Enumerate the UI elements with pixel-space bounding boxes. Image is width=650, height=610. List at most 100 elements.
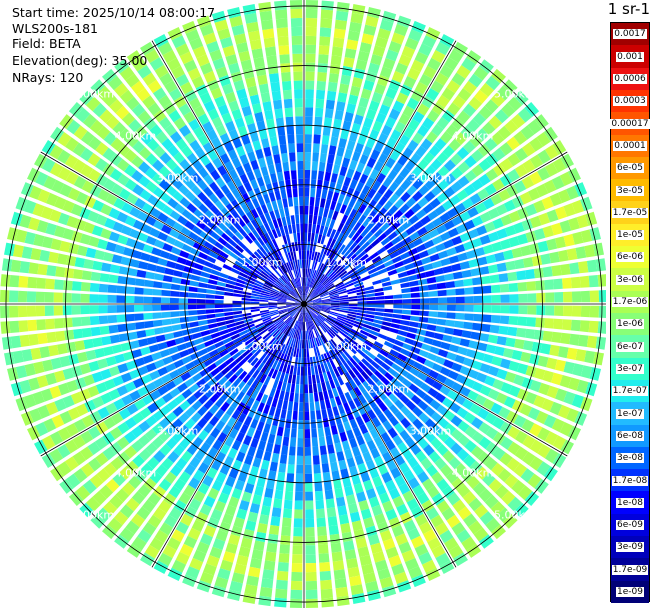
range-gate-cell [184, 220, 195, 231]
range-gate-cell [247, 190, 257, 201]
range-gate-cell [344, 206, 353, 217]
range-gate-cell [310, 310, 318, 317]
range-gate-cell [579, 320, 590, 333]
range-gate-cell [468, 96, 483, 111]
range-gate-cell [385, 508, 398, 521]
range-gate-cell [394, 225, 405, 236]
range-gate-cell [322, 265, 329, 274]
range-gate-cell [169, 369, 180, 380]
range-gate-cell [227, 589, 241, 601]
range-gate-cell [445, 471, 459, 484]
range-gate-cell [412, 237, 424, 247]
range-gate-cell [275, 257, 282, 267]
range-gate-cell [149, 389, 161, 401]
range-gate-cell [140, 552, 155, 567]
range-gate-cell [28, 217, 40, 231]
range-gate-cell [232, 264, 242, 272]
range-gate-cell [412, 418, 424, 430]
range-gate-cell [227, 326, 238, 333]
range-gate-cell [176, 343, 187, 352]
range-gate-cell [236, 278, 246, 285]
range-gate-cell [190, 412, 202, 423]
range-gate-cell [202, 266, 212, 273]
range-gate-cell [407, 326, 418, 334]
range-gate-cell [446, 79, 461, 94]
range-gate-cell [85, 496, 101, 512]
range-gate-cell [491, 241, 503, 252]
range-gate-cell [265, 46, 277, 57]
range-ring-label: 4.00km [115, 129, 157, 142]
range-gate-cell [337, 92, 348, 103]
range-gate-cell [397, 353, 408, 362]
range-gate-cell [143, 477, 157, 491]
range-gate-cell [274, 108, 284, 119]
range-gate-cell [382, 177, 393, 188]
range-gate-cell [388, 555, 402, 568]
range-gate-cell [404, 208, 415, 219]
range-gate-cell [388, 108, 401, 121]
range-gate-cell [329, 311, 339, 315]
range-gate-cell [189, 139, 201, 152]
range-gate-cell [312, 242, 317, 252]
range-gate-cell [161, 311, 171, 319]
range-gate-cell [215, 420, 226, 431]
range-gate-cell [405, 357, 416, 366]
range-gate-cell [482, 472, 496, 487]
range-gate-cell [241, 203, 250, 214]
range-gate-cell [479, 385, 492, 397]
range-gate-cell [231, 210, 241, 221]
range-gate-cell [207, 447, 219, 459]
range-gate-cell [132, 219, 145, 231]
range-gate-cell [75, 403, 89, 417]
range-gate-cell [242, 312, 252, 317]
range-gate-cell [220, 196, 230, 207]
range-gate-cell [377, 232, 387, 242]
range-gate-cell [386, 382, 397, 392]
range-gate-cell [447, 389, 459, 401]
range-gate-cell [85, 247, 97, 259]
range-gate-cell [49, 431, 64, 446]
range-gate-cell [346, 429, 355, 440]
range-gate-cell [372, 384, 382, 394]
range-gate-cell [157, 341, 168, 351]
range-gate-cell [320, 9, 333, 20]
range-gate-cell [142, 354, 154, 364]
range-gate-cell [371, 344, 382, 353]
range-gate-cell [282, 161, 290, 172]
range-gate-cell [374, 287, 384, 293]
range-gate-cell [230, 333, 241, 341]
range-gate-cell [311, 437, 319, 447]
range-gate-cell [320, 244, 327, 254]
range-gate-cell [374, 370, 384, 380]
range-gate-cell [310, 290, 317, 298]
range-gate-cell [326, 190, 334, 201]
range-gate-cell [325, 268, 332, 277]
range-gate-cell [246, 170, 256, 182]
range-gate-cell [346, 187, 355, 198]
range-gate-cell [49, 162, 64, 177]
range-gate-cell [134, 197, 146, 210]
range-gate-cell [329, 359, 337, 370]
range-gate-cell [298, 330, 301, 340]
range-gate-cell [524, 491, 540, 506]
range-gate-cell [250, 418, 259, 429]
range-ring-label: 1.00km [325, 340, 367, 353]
range-gate-cell [348, 198, 357, 209]
range-gate-cell [265, 551, 277, 562]
range-gate-cell [377, 268, 388, 275]
range-gate-cell [290, 8, 303, 19]
range-gate-cell [545, 292, 555, 303]
range-gate-cell [369, 251, 379, 260]
range-gate-cell [315, 283, 322, 291]
range-gate-cell [384, 226, 394, 236]
range-gate-cell [544, 431, 559, 446]
range-gate-cell [119, 466, 133, 480]
range-gate-cell [475, 128, 489, 142]
range-gate-cell [126, 193, 139, 205]
range-gate-cell [340, 468, 350, 479]
range-gate-cell [95, 382, 108, 394]
range-gate-cell [409, 231, 420, 241]
range-gate-cell [350, 328, 360, 335]
range-gate-cell [75, 191, 89, 205]
range-gate-cell [311, 279, 316, 288]
